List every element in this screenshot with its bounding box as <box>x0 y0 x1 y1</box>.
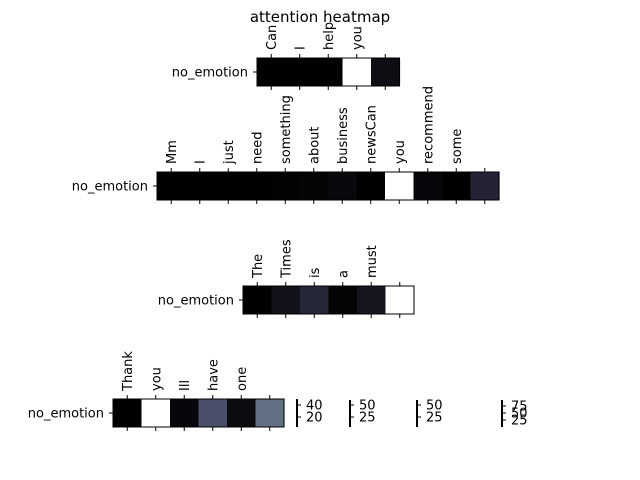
heatmap-panel: no_emotion The Times is a must <box>158 239 415 318</box>
colorbar-tick-label: 40 <box>306 399 323 414</box>
chart-title: attention heatmap <box>250 8 390 26</box>
heatmap-cell <box>198 399 228 427</box>
colorbar-tick-label: 25 <box>359 411 376 426</box>
token-label: have <box>206 359 221 391</box>
heatmap-cell <box>271 286 301 314</box>
token-label: I <box>193 160 208 164</box>
heatmap-cell <box>385 286 415 314</box>
token-label: Ill <box>178 380 193 391</box>
token-label: recommend <box>421 86 436 164</box>
heatmap-cell <box>342 58 372 86</box>
token-label: you <box>149 367 164 391</box>
token-label: The <box>251 254 266 279</box>
heatmap-cell <box>470 172 500 200</box>
heatmap-cell <box>271 172 301 200</box>
heatmap-cell <box>285 58 315 86</box>
heatmap-cell <box>243 286 273 314</box>
heatmap-cell <box>242 172 272 200</box>
colorbar-tick-label: 25 <box>426 411 443 426</box>
heatmap-cell <box>185 172 215 200</box>
heatmap-cell <box>141 399 171 427</box>
token-label: a <box>336 270 351 278</box>
colorbar-tick-label: 25 <box>511 414 528 429</box>
heatmap-cell <box>157 172 187 200</box>
colorbar-tick-label: 50 <box>359 399 376 414</box>
token-label: one <box>235 367 250 391</box>
heatmap-cell <box>442 172 472 200</box>
token-label: just <box>222 140 237 165</box>
heatmap-cell <box>255 399 285 427</box>
heatmap-cell <box>371 58 401 86</box>
row-label: no_emotion <box>172 66 248 81</box>
heatmap-cell <box>314 58 344 86</box>
token-label: Thank <box>121 351 136 392</box>
heatmap-cell <box>328 286 358 314</box>
token-label: must <box>365 245 380 278</box>
colorbar-tick-label: 75 <box>511 400 528 415</box>
heatmap-cell <box>170 399 200 427</box>
row-label: no_emotion <box>158 294 234 309</box>
heatmap-cell <box>385 172 415 200</box>
heatmap-cell <box>328 172 358 200</box>
colorbar-tick-label: 20 <box>306 411 323 426</box>
heatmap-cell <box>257 58 287 86</box>
heatmap-cell <box>227 399 257 427</box>
heatmap-cell <box>214 172 244 200</box>
heatmap-panel: no_emotion Thank you Ill have one <box>28 351 285 431</box>
colorbar-tick-label: 50 <box>426 399 443 414</box>
token-label: you <box>350 26 365 50</box>
heatmap-cell <box>413 172 443 200</box>
heatmap-cell <box>113 399 143 427</box>
token-label: help <box>322 22 337 50</box>
token-label: is <box>308 267 323 278</box>
token-label: I <box>293 46 308 50</box>
token-label: business <box>336 107 351 164</box>
token-label: something <box>279 95 294 164</box>
row-label: no_emotion <box>72 180 148 195</box>
token-label: you <box>393 140 408 164</box>
token-label: about <box>307 126 322 164</box>
colorbar-tick-label: 50 <box>511 407 528 422</box>
token-label: Times <box>279 239 294 279</box>
token-label: Mm <box>165 140 180 164</box>
token-label: Can <box>265 25 280 50</box>
row-label: no_emotion <box>28 407 104 422</box>
heatmap-cell <box>299 172 329 200</box>
heatmap-cell <box>300 286 330 314</box>
heatmap-cell <box>356 172 386 200</box>
token-label: some <box>450 129 465 164</box>
token-label: need <box>250 132 265 165</box>
heatmap-cell <box>357 286 387 314</box>
token-label: newsCan <box>364 105 379 164</box>
